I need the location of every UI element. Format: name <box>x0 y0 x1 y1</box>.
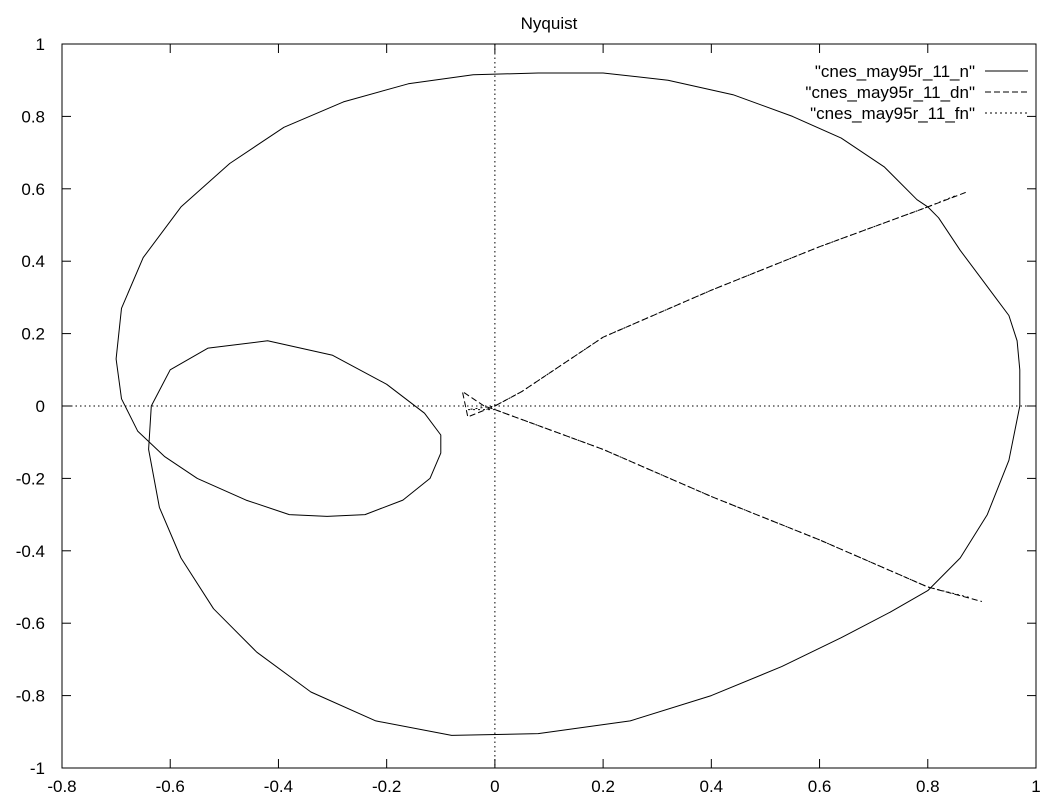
legend-label-2: "cnes_may95r_11_dn" <box>805 83 975 102</box>
x-tick-label: 0.6 <box>808 777 832 796</box>
y-tick-label: 1 <box>36 35 45 54</box>
y-tick-label: -1 <box>30 759 45 778</box>
x-tick-label: -0.8 <box>47 777 76 796</box>
x-tick-label: 1 <box>1031 777 1040 796</box>
x-tick-labels: -0.8 -0.6 -0.4 -0.2 0 0.2 0.4 0.6 0.8 1 <box>47 777 1040 796</box>
series-line-1 <box>115 72 1021 736</box>
legend-label-3: "cnes_may95r_11_fn" <box>810 104 975 123</box>
y-tick-label: -0.4 <box>16 542 45 561</box>
series-line-3 <box>467 195 972 599</box>
y-tick-label: -0.6 <box>16 614 45 633</box>
y-tick-label: 0.8 <box>21 107 45 126</box>
x-tick-label: 0.2 <box>591 777 615 796</box>
y-tick-labels: -1 -0.8 -0.6 -0.4 -0.2 0 0.2 0.4 0.6 0.8 1 <box>16 35 45 778</box>
x-tick-label: 0.8 <box>916 777 940 796</box>
y-tick-label: 0.2 <box>21 325 45 344</box>
series-line-2 <box>461 191 983 602</box>
chart-title: Nyquist <box>521 14 578 33</box>
legend: "cnes_may95r_11_n" "cnes_may95r_11_dn" "cn… <box>805 62 1028 123</box>
x-tick-label: -0.4 <box>264 777 293 796</box>
tick-marks <box>61 43 1037 769</box>
y-tick-label: 0.6 <box>21 180 45 199</box>
y-tick-label: -0.8 <box>16 687 45 706</box>
zero-axes <box>62 44 1036 768</box>
series-lines <box>115 72 1021 736</box>
x-tick-label: -0.2 <box>372 777 401 796</box>
x-tick-label: 0 <box>490 777 499 796</box>
y-tick-label: 0 <box>36 397 45 416</box>
x-tick-label: 0.4 <box>700 777 724 796</box>
legend-label-1: "cnes_may95r_11_n" <box>815 62 975 81</box>
x-tick-label: -0.6 <box>156 777 185 796</box>
y-tick-label: -0.2 <box>16 469 45 488</box>
y-tick-label: 0.4 <box>21 252 45 271</box>
